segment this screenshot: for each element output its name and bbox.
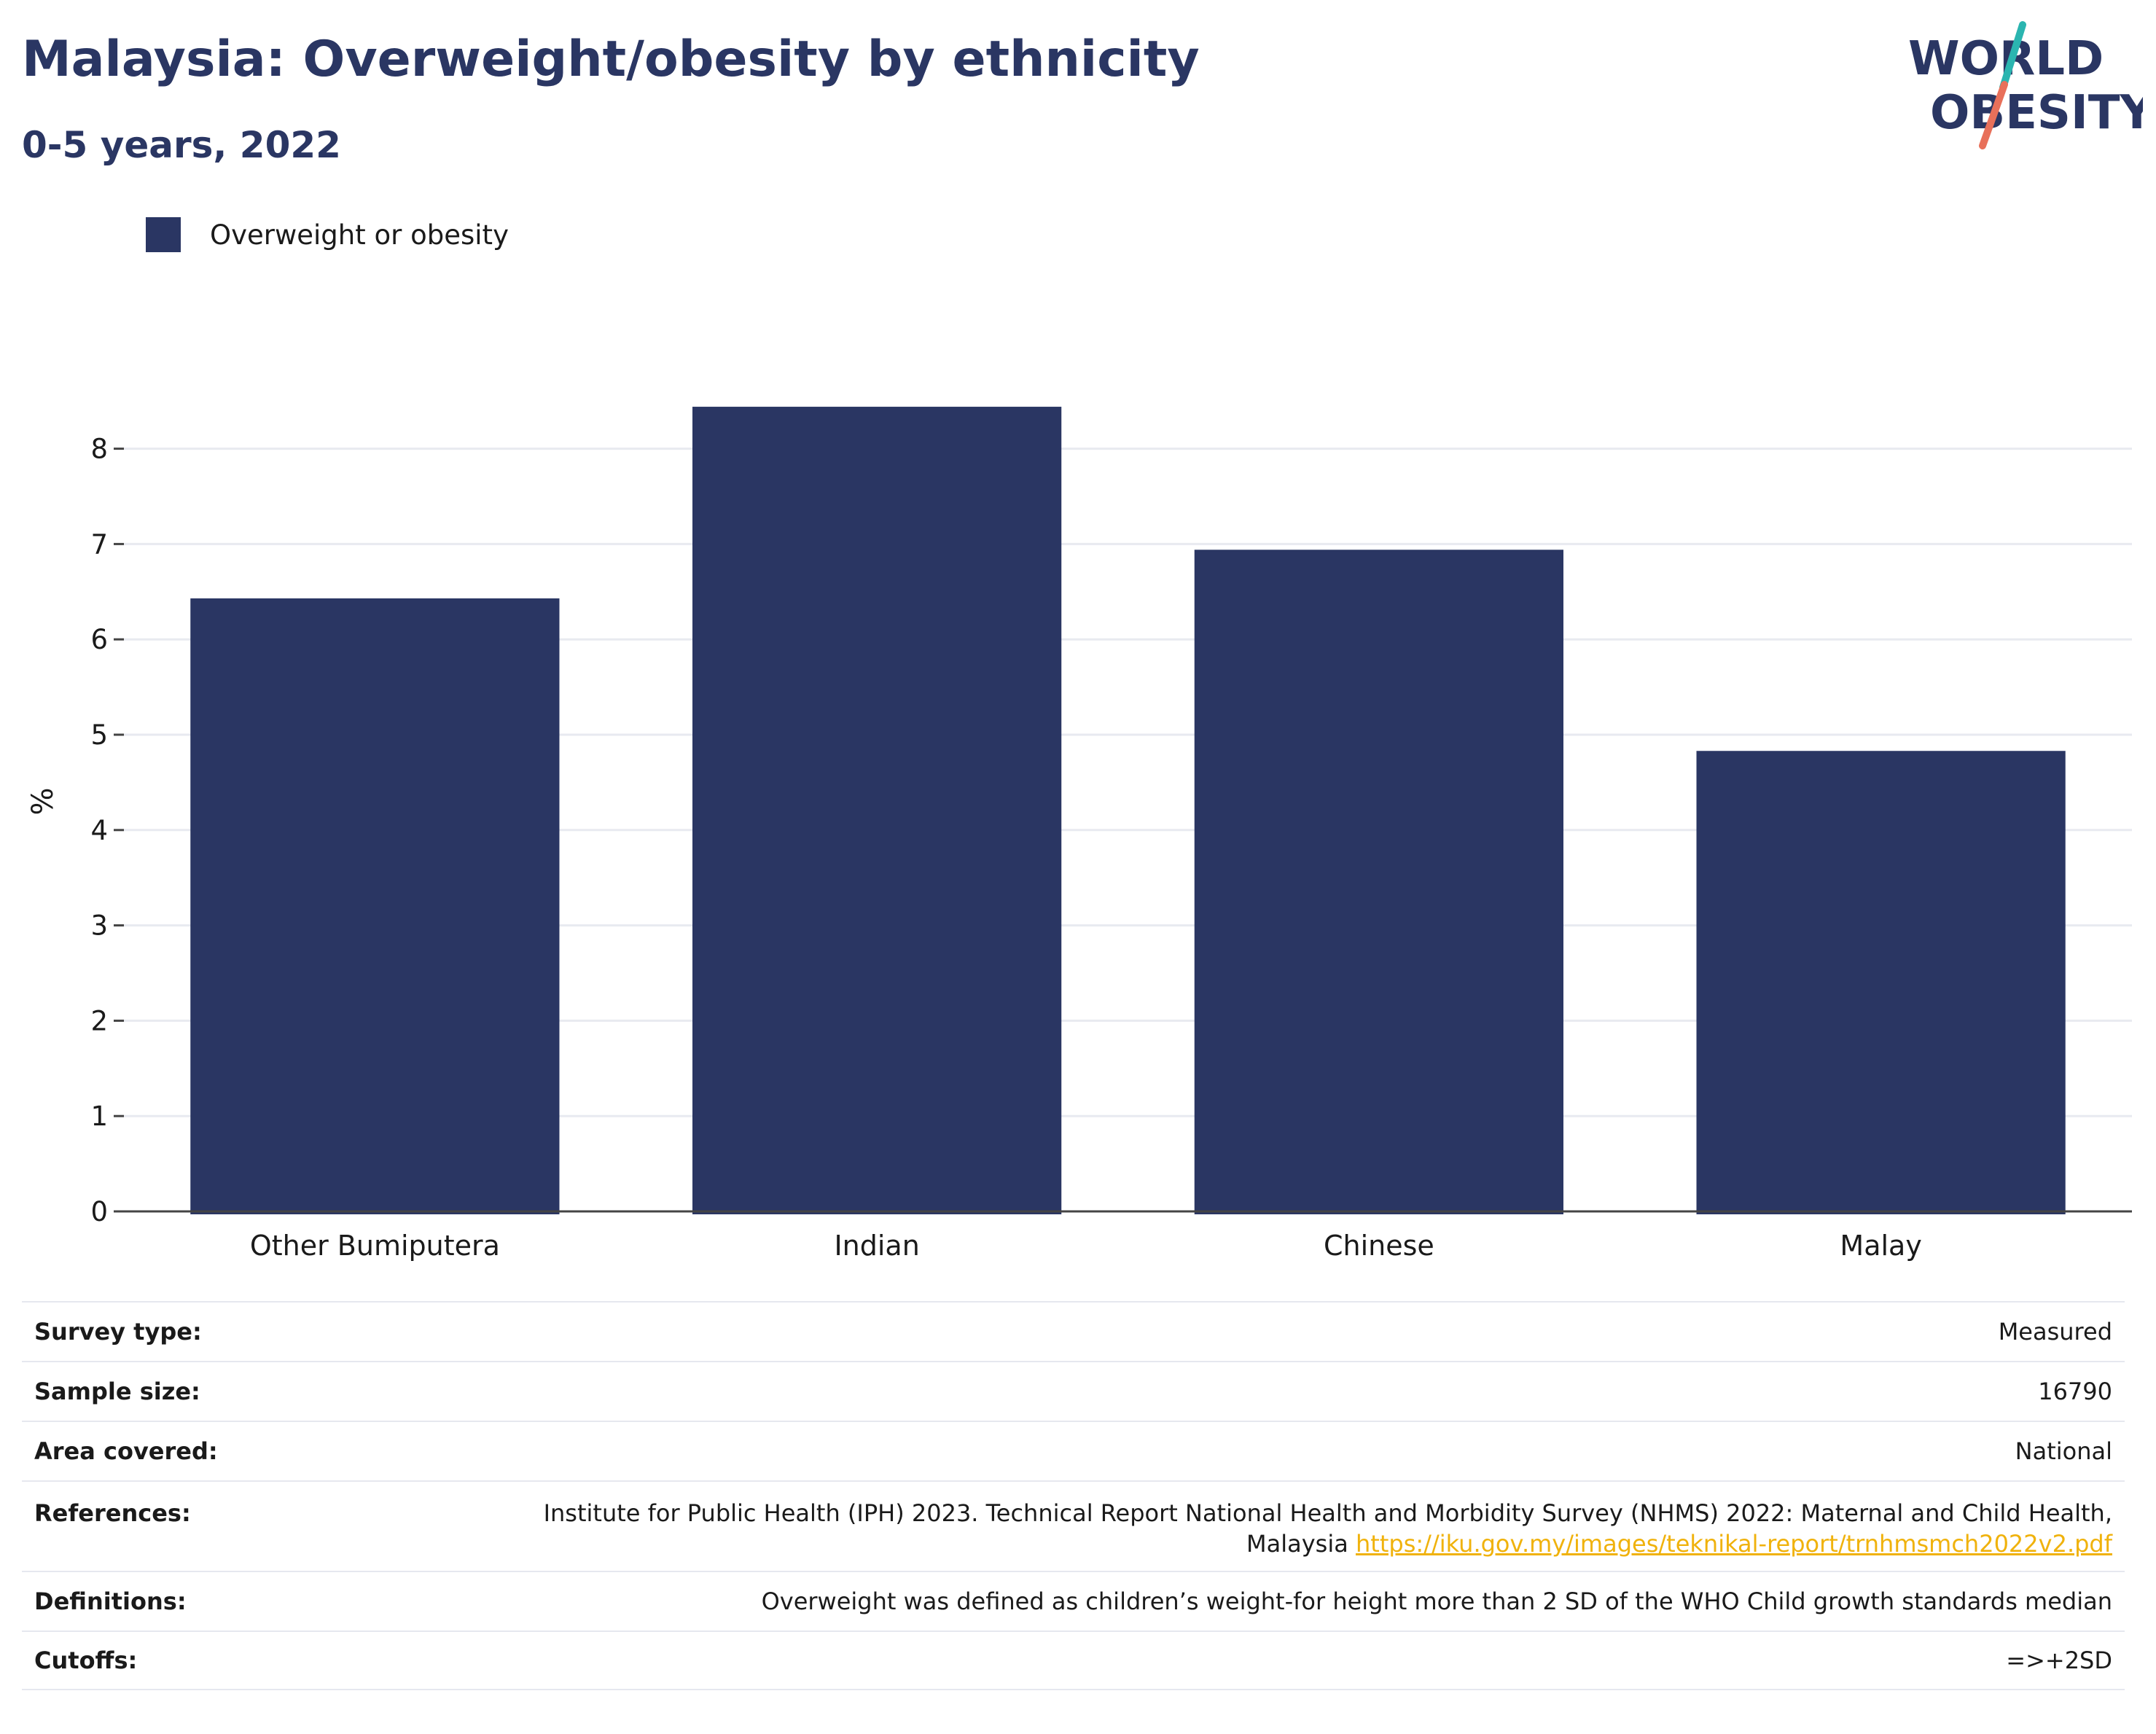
bar [1194,550,1563,1214]
legend-label: Overweight or obesity [210,219,509,251]
meta-key: Survey type: [34,1318,202,1346]
meta-row-survey-type: Survey type: Measured [22,1301,2125,1361]
meta-value: Measured [1998,1318,2112,1346]
y-tick-label: 3 [90,910,108,942]
bar [1696,751,2066,1214]
bar [190,598,560,1214]
bar-layer [190,407,2066,1214]
meta-value: National [2015,1437,2112,1465]
y-tick-label: 5 [90,719,108,751]
meta-row-sample-size: Sample size: 16790 [22,1361,2125,1421]
world-obesity-logo: WORLD OBESITY [1908,21,2143,149]
y-tick-label: 1 [90,1101,108,1132]
logo-line2: OBESITY [1930,86,2143,140]
axis-layer: 0 1 2 3 4 5 6 7 8 Other Bumiputera Indian Chinese Ma… [26,434,2132,1261]
y-tick-label: 2 [90,1005,108,1036]
reference-text-line1: Institute for Public Health (IPH) 2023. … [543,1499,2112,1527]
page-subtitle: 0-5 years, 2022 [22,124,341,166]
logo-slash-bottom [1979,81,2008,149]
meta-value: 16790 [2038,1378,2112,1405]
y-tick-label: 7 [90,528,108,560]
x-tick-label: Indian [834,1230,919,1261]
x-tick-label: Chinese [1324,1230,1434,1261]
logo-slash-top [1999,21,2026,91]
page-title: Malaysia: Overweight/obesity by ethnicit… [22,31,1200,88]
meta-key: Cutoffs: [34,1647,138,1674]
meta-row-area-covered: Area covered: National [22,1421,2125,1480]
meta-key: References: [34,1499,191,1527]
y-tick-label: 0 [90,1196,108,1227]
meta-key: Sample size: [34,1378,200,1405]
reference-link[interactable]: https://iku.gov.my/images/teknikal-repor… [1356,1530,2112,1558]
bar [692,407,1062,1214]
meta-value: =>+2SD [2006,1647,2112,1674]
legend-swatch [146,217,181,252]
meta-key: Area covered: [34,1437,218,1465]
y-tick-label: 8 [90,434,108,465]
bar-chart: 0 1 2 3 4 5 6 7 8 Other Bumiputera Indian Chinese Ma… [26,407,2132,1261]
meta-value: Institute for Public Health (IPH) 2023. … [544,1498,2112,1559]
x-tick-label: Other Bumiputera [250,1230,500,1261]
reference-text-line2: Malaysia [1246,1530,1348,1558]
y-axis-label: % [26,788,60,816]
meta-row-definitions: Definitions: Overweight was defined as c… [22,1571,2125,1630]
x-tick-label: Malay [1840,1230,1921,1261]
meta-value: Overweight was defined as children’s wei… [761,1587,2112,1615]
y-tick-label: 6 [90,624,108,655]
meta-row-references: References: Institute for Public Health … [22,1480,2125,1571]
y-tick-label: 4 [90,815,108,846]
meta-row-cutoffs: Cutoffs: =>+2SD [22,1630,2125,1690]
meta-key: Definitions: [34,1587,187,1615]
chart-legend: Overweight or obesity [146,217,509,252]
metadata-table: Survey type: Measured Sample size: 16790… [22,1301,2125,1690]
